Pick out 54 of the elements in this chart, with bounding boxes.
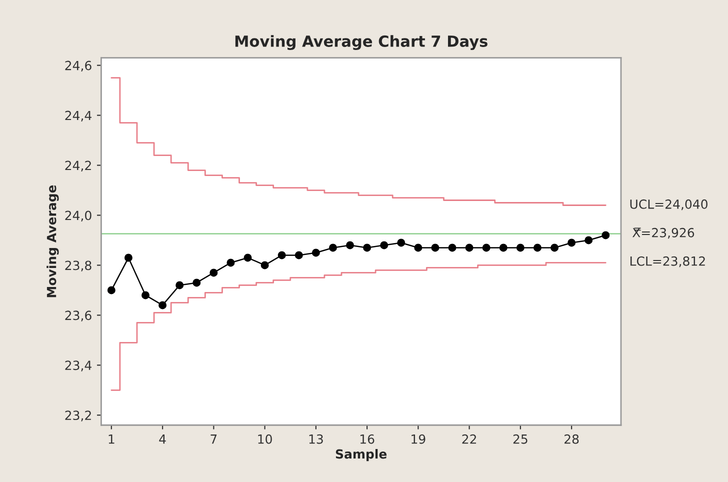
x-tick-label: 28 bbox=[564, 434, 579, 444]
point bbox=[346, 241, 354, 250]
x-tick-label: 19 bbox=[412, 434, 426, 444]
ref-line-label: X̿=23,926 bbox=[632, 228, 694, 239]
point bbox=[226, 258, 235, 267]
point bbox=[210, 268, 218, 277]
point bbox=[294, 251, 303, 260]
point bbox=[176, 281, 184, 290]
x-tick-label: 10 bbox=[258, 434, 272, 444]
point bbox=[363, 244, 372, 252]
annotation: UCL=24,040 bbox=[630, 199, 708, 210]
y-tick-label: 24,0 bbox=[65, 210, 92, 222]
point bbox=[516, 244, 524, 252]
point bbox=[550, 244, 559, 252]
x-tick-label: 22 bbox=[462, 434, 476, 444]
point bbox=[533, 244, 542, 252]
y-tick-label: 23,4 bbox=[65, 360, 92, 372]
point bbox=[397, 238, 406, 247]
point bbox=[244, 254, 252, 262]
x-tick-label: 13 bbox=[309, 434, 323, 444]
point bbox=[499, 244, 508, 252]
y-axis-title: Moving Average bbox=[46, 185, 59, 298]
x-tick-label: 1 bbox=[108, 434, 114, 444]
point bbox=[260, 261, 269, 270]
point bbox=[568, 238, 576, 247]
point bbox=[465, 244, 474, 252]
x-tick-label: 25 bbox=[513, 434, 528, 444]
x-axis-title: Sample bbox=[336, 449, 387, 462]
point bbox=[602, 231, 610, 240]
x-tick-label: 16 bbox=[360, 434, 374, 444]
point bbox=[278, 251, 286, 260]
point bbox=[380, 241, 388, 250]
point bbox=[431, 244, 440, 252]
point bbox=[107, 286, 116, 294]
x-tick-label: 4 bbox=[159, 434, 166, 444]
y-tick-label: 23,8 bbox=[65, 260, 92, 272]
point bbox=[482, 244, 490, 252]
point bbox=[142, 291, 150, 300]
point bbox=[448, 244, 456, 252]
y-tick-label: 23,6 bbox=[65, 310, 92, 322]
point bbox=[312, 248, 320, 257]
point bbox=[584, 236, 593, 244]
point bbox=[328, 244, 337, 252]
point bbox=[414, 244, 422, 252]
y-tick-label: 24,4 bbox=[65, 110, 92, 122]
y-tick-label: 23,2 bbox=[65, 410, 91, 422]
point bbox=[158, 301, 167, 310]
point bbox=[124, 254, 132, 262]
point bbox=[192, 278, 201, 287]
y-tick-label: 24,2 bbox=[65, 160, 91, 172]
x-tick-label: 7 bbox=[210, 434, 217, 444]
y-tick-label: 24,6 bbox=[65, 60, 92, 72]
annotation: LCL=23,812 bbox=[630, 256, 705, 268]
chart-title: Moving Average Chart 7 Days bbox=[235, 35, 488, 50]
